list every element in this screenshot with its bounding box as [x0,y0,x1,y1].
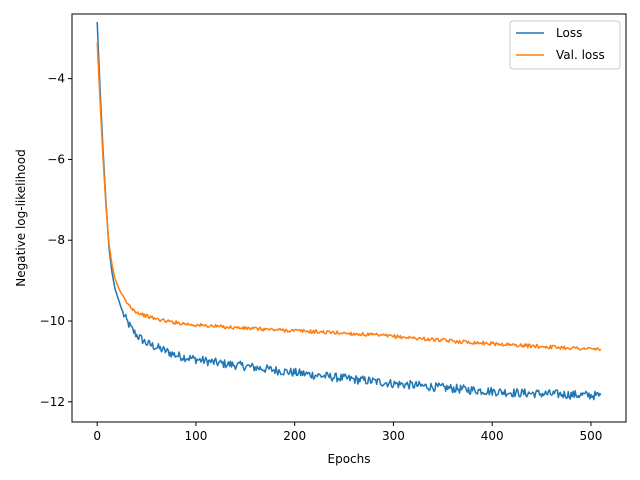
plot-frame [71,13,627,423]
series-line-loss [96,22,602,401]
x-tick-label: 0 [93,429,101,443]
x-axis-label: Epochs [328,452,371,466]
series-layer [96,22,602,401]
legend-label-val-loss: Val. loss [556,48,605,62]
y-axis-ticks: −12 −10 −8 −6 −4 [40,72,72,409]
x-tick-label: 300 [382,429,405,443]
plot-area [72,14,626,422]
y-axis-label: Negative log-likelihood [14,149,28,286]
legend: Loss Val. loss [509,20,621,70]
x-tick-label: 500 [579,429,602,443]
y-tick-label: −4 [47,72,65,86]
x-tick-label: 100 [184,429,207,443]
x-axis-ticks: 0 100 200 300 400 500 [93,422,602,443]
series-line-val-loss [96,42,602,352]
y-tick-label: −6 [47,152,65,166]
legend-label-loss: Loss [556,26,582,40]
y-tick-label: −10 [40,314,65,328]
y-tick-label: −8 [47,233,65,247]
x-tick-label: 400 [481,429,504,443]
x-tick-label: 200 [283,429,306,443]
y-tick-label: −12 [40,395,65,409]
